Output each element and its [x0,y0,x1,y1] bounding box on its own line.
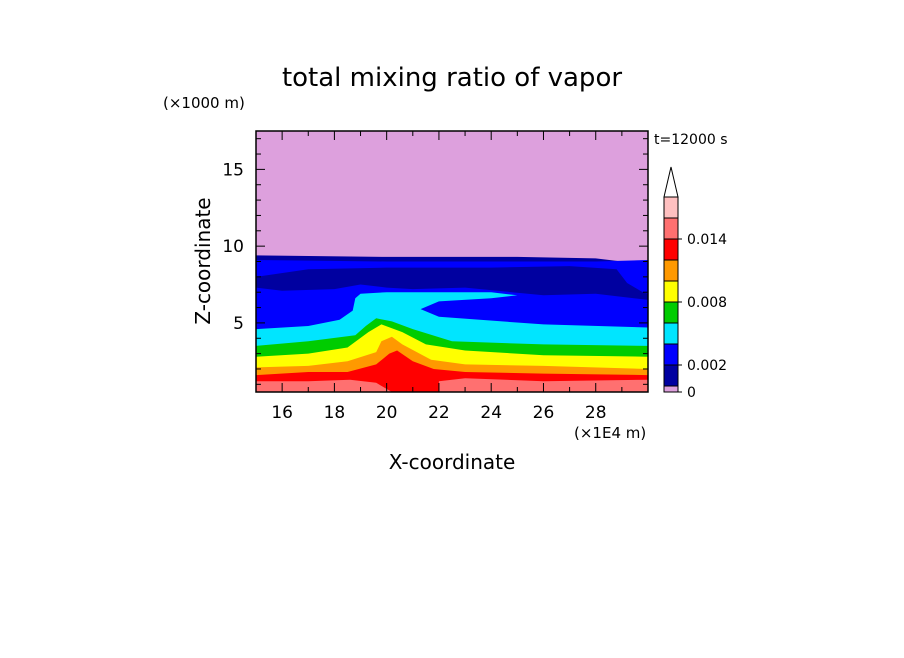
x-unit-label: (×1E4 m) [574,424,646,442]
x-tick-label: 28 [585,403,607,423]
y-tick-label: 10 [222,237,244,257]
colorbar-segment [663,343,679,366]
y-tick-label: 5 [233,314,244,334]
plot-area [256,131,648,392]
y-tick-label: 15 [222,160,244,180]
chart-title: total mixing ratio of vapor [282,63,622,93]
x-tick-label: 18 [324,403,346,423]
colorbar-segment [663,301,679,324]
x-tick-label: 22 [428,403,450,423]
colorbar-segment [663,238,679,261]
y-unit-label: (×1000 m) [163,94,245,112]
colorbar-segment [663,259,679,282]
colorbar-segment [663,364,679,387]
x-tick-label: 20 [376,403,398,423]
colorbar: 0 0.002 0.008 0.014 [663,166,727,401]
colorbar-label: 0.002 [687,358,727,374]
x-tick-label: 24 [480,403,502,423]
colorbar-segment [663,280,679,303]
colorbar-label: 0.008 [687,295,727,311]
colorbar-segment [663,322,679,345]
colorbar-extend-arrow [663,166,679,198]
colorbar-segment [663,385,679,393]
colorbar-segment [663,196,679,219]
x-tick-label: 16 [271,403,293,423]
colorbar-label: 0 [687,385,696,401]
y-axis-title: Z-coordinate [191,197,215,324]
axes: 16 18 20 22 24 26 28 5 10 15 [222,130,649,423]
x-tick-label: 26 [533,403,555,423]
colorbar-label: 0.014 [687,232,727,248]
x-axis-title: X-coordinate [389,450,516,474]
contour-band-9 [256,379,392,392]
time-label: t=12000 s [654,132,728,148]
colorbar-segment [663,217,679,240]
